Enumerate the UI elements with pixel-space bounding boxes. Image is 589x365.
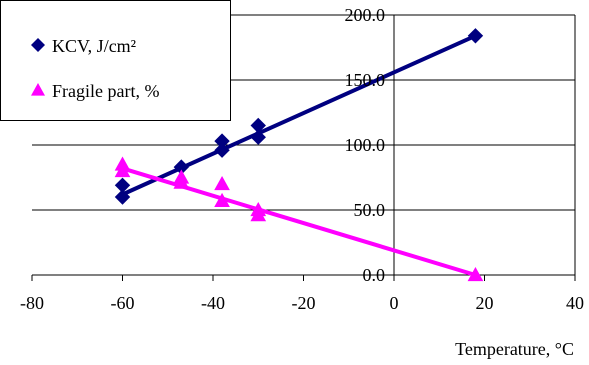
kcv-point-4	[214, 133, 230, 149]
x-tick-label-3: -20	[292, 293, 316, 313]
tick-labels: -80 -60 -40 -20 0 20 40 0.0 50.0 100.0 150.0 200.0	[20, 5, 584, 313]
legend-marker-fragile	[31, 83, 45, 96]
y-tick-label-2: 100.0	[345, 135, 386, 155]
y-tick-label-0: 0.0	[363, 265, 386, 285]
legend-label-kcv: KCV, J/cm²	[52, 36, 136, 56]
x-tick-label-4: 0	[390, 293, 399, 313]
fragile-point-7	[250, 207, 267, 222]
kcv-point-5	[250, 129, 266, 145]
fragile-point-3	[173, 174, 190, 189]
x-axis-title: Temperature, °C	[455, 339, 574, 359]
x-tick-label-5: 20	[476, 293, 494, 313]
trendline-series-1	[120, 166, 478, 277]
kcv-point-7	[467, 28, 484, 44]
fragile-point-8	[467, 266, 484, 282]
fragile-point-4	[214, 175, 230, 191]
y-tick-label-4: 200.0	[345, 5, 386, 25]
x-tick-label-2: -40	[201, 293, 225, 313]
data-markers	[114, 28, 484, 282]
x-tick-label-0: -80	[20, 293, 44, 313]
kcv-point-3	[214, 142, 230, 158]
y-tick-label-1: 50.0	[354, 200, 386, 220]
legend: KCV, J/cm² Fragile part, %	[0, 0, 231, 121]
fragile-point-5	[214, 192, 230, 207]
kcv-point-1	[114, 177, 131, 194]
x-tick-label-1: -60	[111, 293, 135, 313]
fragile-point-1	[114, 162, 131, 178]
kcv-point-6	[250, 117, 266, 134]
kcv-point-0	[114, 189, 131, 205]
y-tick-label-3: 150.0	[345, 70, 386, 90]
x-tick-label-6: 40	[566, 293, 584, 313]
legend-label-fragile: Fragile part, %	[52, 81, 159, 101]
legend-box	[0, 0, 231, 121]
legend-marker-kcv	[31, 38, 45, 52]
axes	[31, 14, 576, 281]
